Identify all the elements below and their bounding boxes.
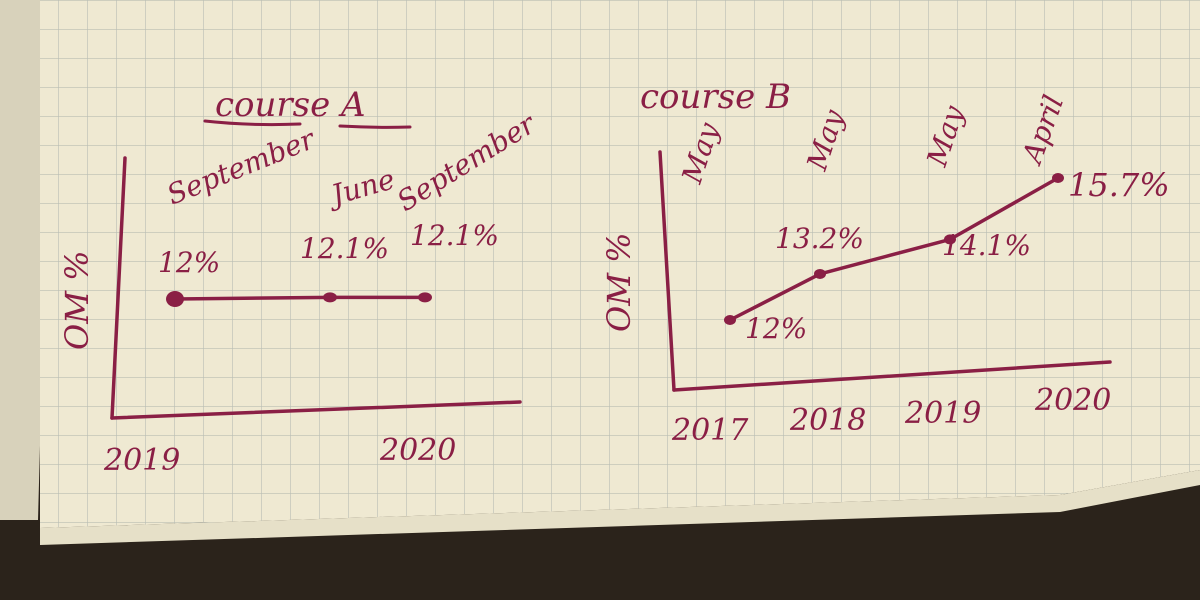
chart-b-value-label: 15.7% bbox=[1068, 166, 1170, 204]
chart-b-point bbox=[944, 234, 956, 245]
chart-a-point bbox=[323, 292, 337, 303]
chart-a-value-label: 12.1% bbox=[300, 232, 389, 265]
left-page bbox=[0, 0, 52, 520]
chart-b-xticks: 2017 2018 2019 2020 bbox=[671, 383, 1111, 448]
chart-b-xtick: 2019 bbox=[904, 396, 981, 431]
chart-a-title: course A bbox=[215, 85, 366, 125]
chart-a-title-underline-2 bbox=[338, 124, 412, 129]
chart-b-points: 12% 13.2% 14.1% 15.7% bbox=[724, 166, 1170, 345]
chart-a-ylabel: OM % bbox=[58, 250, 96, 350]
chart-a-title-underline bbox=[203, 119, 302, 127]
chart-a-xtick-2020: 2020 bbox=[379, 433, 456, 468]
page-grid bbox=[40, 0, 1200, 528]
chart-b-xtick: 2018 bbox=[789, 403, 866, 438]
chart-a-value-label: 12% bbox=[158, 246, 220, 279]
chart-a-series-line bbox=[173, 295, 427, 301]
chart-b-point bbox=[1052, 173, 1064, 183]
chart-b-xtick: 2020 bbox=[1034, 383, 1111, 418]
chart-b-value-label: 13.2% bbox=[775, 222, 864, 255]
page-edge-shadow bbox=[40, 470, 1200, 545]
chart-a-points: 12% 12.1% 12.1% bbox=[158, 219, 499, 307]
chart-b-x-axis bbox=[672, 360, 1112, 392]
chart-a-point bbox=[418, 292, 432, 303]
chart-a-value-label: 12.1% bbox=[410, 219, 499, 252]
chart-b-title: course B bbox=[640, 77, 791, 117]
chart-b-xtick: 2017 bbox=[671, 413, 749, 448]
chart-a-xtick-2019: 2019 bbox=[103, 443, 180, 478]
chart-b-ylabel: OM % bbox=[600, 232, 638, 332]
chart-b-point bbox=[724, 315, 736, 325]
chart-b-series-line bbox=[728, 176, 1060, 322]
chart-a-y-axis bbox=[110, 156, 127, 420]
chart-b-point bbox=[814, 268, 826, 279]
chart-a-point bbox=[166, 291, 184, 307]
chart-b-value-label: 12% bbox=[745, 312, 807, 345]
chart-b-value-label: 14.1% bbox=[942, 229, 1031, 262]
chart-b-y-axis bbox=[658, 150, 676, 392]
chart-a-x-axis bbox=[110, 400, 522, 420]
